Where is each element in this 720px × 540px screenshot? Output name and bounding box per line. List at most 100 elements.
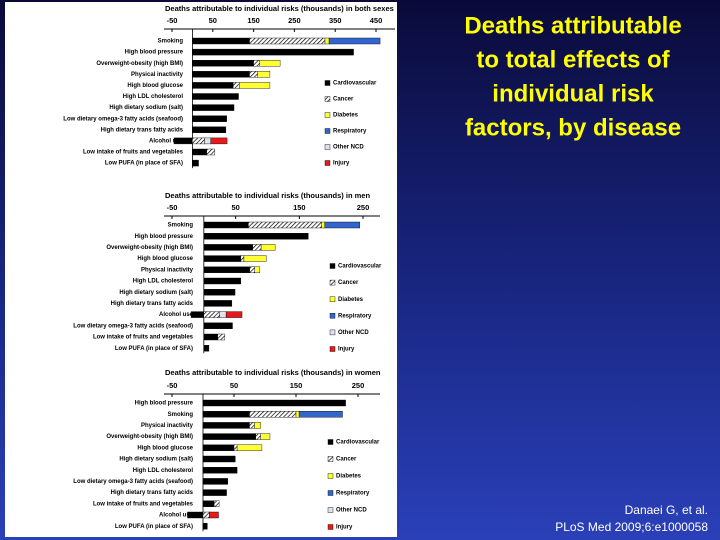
category-label: Low dietary omega-3 fatty acids (seafood… bbox=[63, 116, 183, 122]
bar-segment bbox=[252, 244, 262, 251]
bar-segment bbox=[203, 255, 241, 262]
x-tick-label: 250 bbox=[357, 203, 370, 212]
slide-title-line: to total effects of bbox=[476, 46, 670, 73]
legend-label: Diabetes bbox=[336, 474, 362, 480]
citation: Danaei G, et al. bbox=[625, 503, 708, 517]
bar-segment bbox=[203, 232, 309, 240]
slide-title-line: individual risk bbox=[492, 80, 654, 107]
x-tick-label: 150 bbox=[290, 381, 303, 390]
bar-segment bbox=[225, 311, 243, 318]
category-label: High blood glucose bbox=[137, 445, 193, 451]
bar-segment bbox=[203, 333, 219, 341]
bar-segment bbox=[202, 489, 227, 496]
bar-segment bbox=[236, 444, 263, 451]
bar-segment bbox=[257, 71, 271, 78]
legend-swatch bbox=[324, 144, 331, 150]
bar-segment bbox=[202, 422, 250, 429]
bar-segment bbox=[217, 333, 226, 341]
category-label: Alcohol use bbox=[149, 138, 184, 144]
bar-segment bbox=[260, 244, 276, 251]
legend-label: Cardiovascular bbox=[333, 81, 377, 87]
bar-segment bbox=[253, 60, 260, 67]
legend-swatch bbox=[324, 160, 331, 166]
legend-swatch bbox=[327, 490, 334, 496]
bar-segment bbox=[213, 500, 220, 507]
bar-segment bbox=[192, 148, 207, 156]
category-label: High blood pressure bbox=[135, 401, 194, 407]
category-label: Alcohol use bbox=[159, 312, 194, 318]
bar-segment bbox=[249, 422, 255, 429]
bar-segment bbox=[324, 221, 361, 229]
legend-label: Cardiovascular bbox=[336, 440, 380, 446]
bar-segment bbox=[206, 148, 216, 156]
bar-segment bbox=[295, 411, 300, 418]
legend-label: Cancer bbox=[338, 280, 359, 286]
bar-segment bbox=[192, 126, 227, 134]
category-label: Overweight-obesity (high BMI) bbox=[106, 245, 193, 251]
x-tick-label: -50 bbox=[167, 381, 178, 390]
bar-segment bbox=[254, 422, 261, 429]
bar-segment bbox=[202, 411, 250, 418]
legend-label: Respiratory bbox=[336, 491, 370, 497]
bar-segment bbox=[321, 221, 326, 229]
x-tick-label: 50 bbox=[230, 381, 238, 390]
bar-segment bbox=[203, 300, 233, 307]
legend-swatch bbox=[327, 439, 334, 445]
bar-segment bbox=[190, 311, 205, 318]
category-label: Low PUFA (in place of SFA) bbox=[115, 346, 193, 352]
bar-segment bbox=[204, 137, 211, 145]
legend-swatch bbox=[324, 96, 331, 102]
bar-segment bbox=[203, 311, 220, 318]
bar-segment bbox=[202, 455, 236, 463]
legend-label: Other NCD bbox=[333, 145, 364, 151]
legend-swatch bbox=[329, 263, 336, 269]
bar-segment bbox=[233, 444, 238, 451]
bar-segment bbox=[203, 289, 236, 296]
legend-label: Injury bbox=[333, 161, 350, 167]
legend-label: Injury bbox=[336, 525, 353, 531]
category-label: Low PUFA (in place of SFA) bbox=[115, 524, 193, 530]
category-label: Low intake of fruits and vegetables bbox=[93, 335, 194, 341]
bar-segment bbox=[202, 500, 215, 507]
bar-segment bbox=[255, 433, 261, 440]
bar-segment bbox=[202, 467, 238, 474]
bar-segment bbox=[202, 444, 235, 451]
bar-segment bbox=[203, 345, 210, 352]
bar-segment bbox=[192, 71, 250, 78]
category-label: High LDL cholesterol bbox=[133, 468, 194, 474]
legend-label: Cardiovascular bbox=[338, 264, 382, 270]
bar-segment bbox=[210, 137, 228, 145]
slide-title-line: Deaths attributable bbox=[464, 12, 681, 39]
legend-swatch bbox=[329, 346, 336, 352]
legend-label: Other NCD bbox=[338, 330, 369, 336]
bar-segment bbox=[328, 37, 381, 45]
citation: PLoS Med 2009;6:e1000058 bbox=[555, 520, 708, 534]
bar-segment bbox=[203, 244, 254, 251]
bar-segment bbox=[192, 104, 235, 111]
category-label: Physical inactivity bbox=[141, 423, 194, 429]
category-label: High dietary sodium (salt) bbox=[119, 290, 193, 296]
bar-segment bbox=[187, 511, 204, 519]
legend-swatch bbox=[329, 296, 336, 302]
category-label: Alcohol use bbox=[159, 513, 194, 519]
bar-segment bbox=[203, 277, 241, 285]
bar-segment bbox=[239, 82, 271, 89]
legend-label: Diabetes bbox=[333, 113, 359, 119]
bar-segment bbox=[232, 82, 240, 89]
legend-swatch bbox=[324, 112, 331, 118]
category-label: Low PUFA (in place of SFA) bbox=[105, 161, 183, 167]
bar-segment bbox=[248, 221, 322, 229]
category-label: High dietary trans fatty acids bbox=[111, 301, 194, 307]
bar-segment bbox=[202, 511, 210, 519]
legend-label: Diabetes bbox=[338, 297, 364, 303]
bar-segment bbox=[259, 60, 281, 67]
legend-label: Respiratory bbox=[338, 313, 372, 319]
category-label: High LDL cholesterol bbox=[133, 279, 194, 285]
bar-segment bbox=[324, 37, 330, 45]
chart-title: Deaths attributable to individual risks … bbox=[165, 4, 394, 13]
category-label: Low intake of fruits and vegetables bbox=[83, 150, 184, 156]
category-label: Smoking bbox=[158, 39, 184, 45]
category-label: Low dietary omega-3 fatty acids (seafood… bbox=[73, 479, 193, 485]
figure-panel bbox=[5, 2, 397, 537]
